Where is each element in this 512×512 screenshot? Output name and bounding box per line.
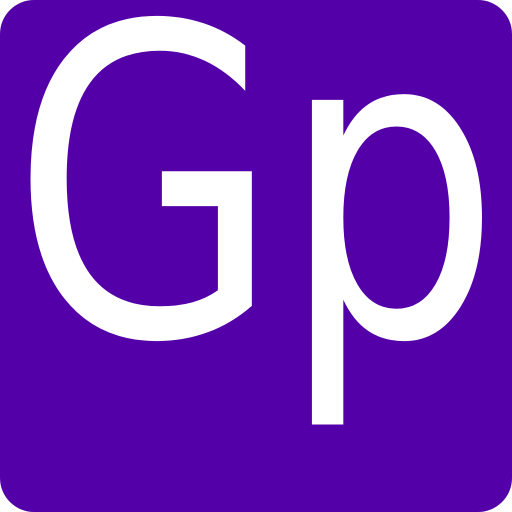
logo-text: Gp [11,0,501,437]
